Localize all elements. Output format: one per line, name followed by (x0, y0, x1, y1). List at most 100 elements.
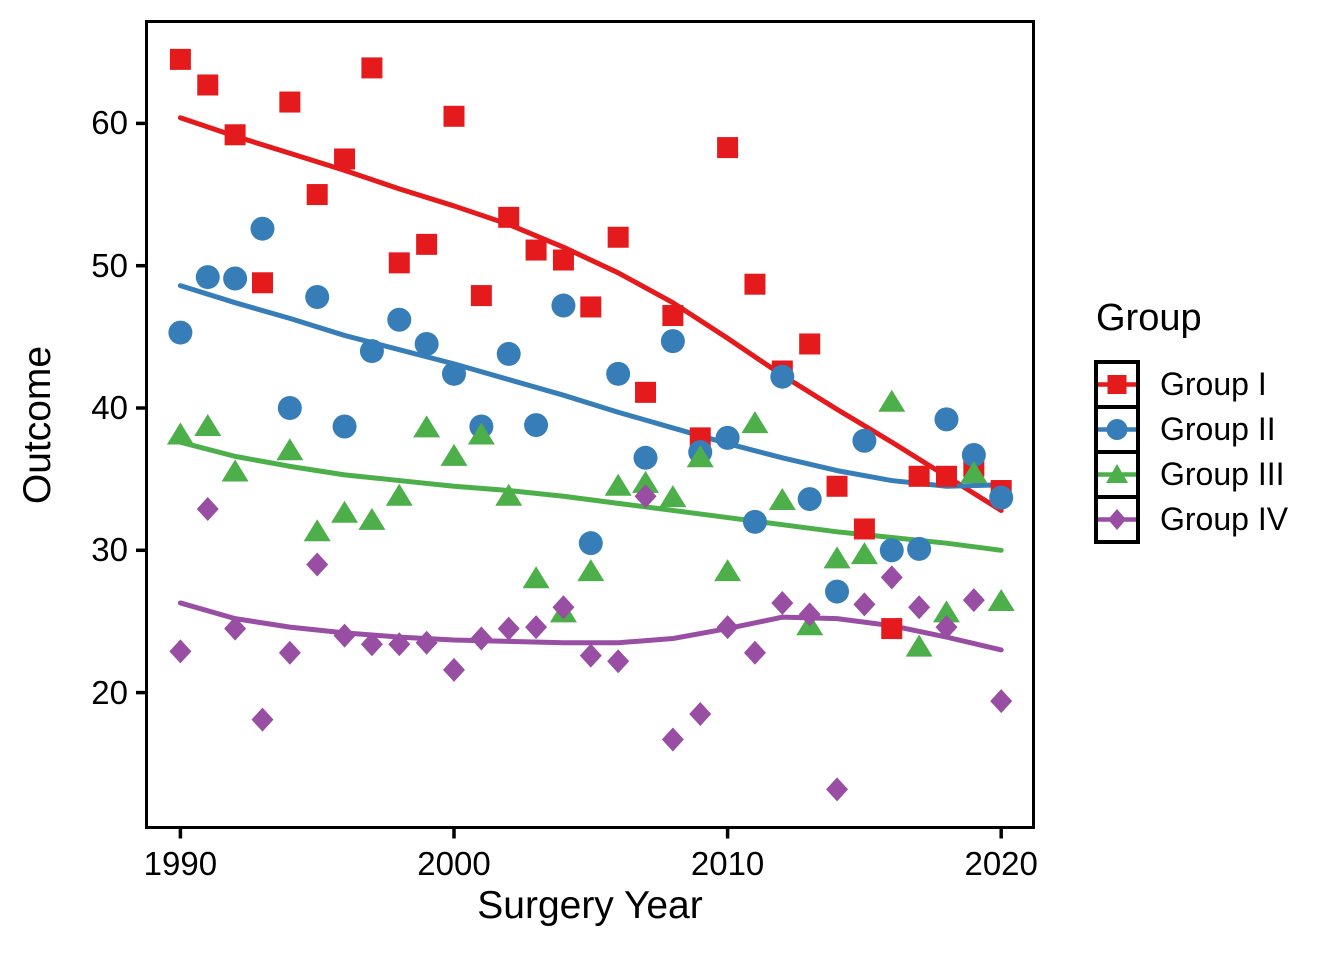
data-point-group-iii (577, 559, 605, 582)
data-point-group-ii (961, 442, 986, 467)
data-point-group-iv (743, 640, 766, 665)
data-point-group-iv (278, 640, 301, 665)
data-point-group-ii (578, 531, 603, 556)
data-point-group-i (224, 124, 246, 146)
data-point-group-i (525, 239, 547, 261)
legend-key-diamond-icon (1094, 495, 1140, 544)
data-point-group-iii (960, 460, 988, 483)
data-point-group-ii (168, 320, 193, 345)
data-point-group-i (826, 475, 848, 497)
y-tick-label-60: 60 (91, 104, 128, 142)
data-point-group-ii (442, 361, 466, 386)
x-tick-label-1990: 1990 (143, 845, 218, 882)
diamond-key-icon (1098, 509, 1136, 530)
data-point-group-ii (989, 485, 1014, 510)
data-point-group-iii (276, 438, 304, 461)
data-point-group-i (881, 618, 903, 640)
data-point-group-i (607, 226, 629, 248)
data-point-group-iv (990, 689, 1013, 714)
x-tick-label-2010: 2010 (690, 845, 765, 882)
data-point-group-ii (825, 579, 850, 604)
y-tick-label-50: 50 (91, 246, 128, 284)
data-point-group-ii (879, 538, 904, 563)
data-point-group-ii (332, 414, 357, 439)
data-point-group-ii (633, 445, 658, 470)
data-point-group-iv (716, 615, 739, 640)
data-point-group-ii (223, 266, 248, 291)
data-point-group-iii (495, 483, 523, 506)
legend-entry-group-iv: Group IV (1094, 495, 1288, 544)
data-point-group-iv (826, 777, 849, 802)
data-point-group-iv (880, 565, 903, 590)
data-point-group-ii (524, 413, 549, 438)
data-point-group-i (580, 296, 602, 318)
data-point-group-iii (987, 589, 1015, 612)
data-point-group-ii (770, 364, 795, 389)
data-point-group-i (388, 252, 410, 274)
data-point-group-i (662, 305, 684, 327)
data-point-group-iii (194, 413, 222, 436)
y-tick-label-40: 40 (91, 389, 128, 426)
data-point-group-i (279, 91, 301, 113)
data-point-group-i (197, 74, 219, 96)
data-point-group-i (334, 148, 356, 170)
circle-key-icon (1098, 419, 1136, 440)
data-point-group-iv (552, 595, 575, 620)
data-point-group-iv (689, 701, 712, 726)
data-point-group-i (470, 285, 492, 307)
data-point-group-ii (606, 361, 631, 386)
legend-key-marker (1108, 509, 1126, 530)
data-point-group-i (908, 465, 930, 487)
data-point-group-iii (522, 566, 550, 589)
data-point-group-i (416, 233, 438, 255)
data-point-group-iii (659, 485, 687, 508)
data-point-group-iv (497, 616, 520, 641)
data-point-group-ii (797, 487, 822, 512)
data-point-group-iii (331, 500, 359, 523)
data-point-group-i (744, 273, 766, 295)
triangle-key-icon (1098, 464, 1136, 483)
data-point-group-i (169, 48, 191, 70)
data-point-group-iv (333, 623, 356, 648)
panel-border (145, 20, 1035, 829)
legend-label: Group I (1160, 366, 1267, 402)
y-tick-label-30: 30 (91, 531, 128, 569)
data-point-group-i (717, 137, 739, 159)
data-point-group-i (251, 272, 273, 294)
data-point-group-i (361, 57, 383, 79)
data-point-group-iii (358, 507, 386, 530)
data-point-group-i (498, 206, 520, 228)
data-point-group-i (552, 249, 574, 271)
data-point-group-iv (443, 657, 465, 682)
data-point-group-iii (221, 459, 249, 482)
data-point-group-iv (935, 615, 958, 640)
data-point-group-iv (470, 626, 493, 651)
data-point-group-iii (632, 470, 660, 493)
data-point-group-i (799, 333, 821, 355)
data-point-group-iii (413, 415, 441, 438)
data-point-group-iii (905, 634, 933, 657)
data-point-group-iv (853, 592, 876, 617)
legend-key-square-icon (1094, 360, 1140, 409)
x-axis-title: Surgery Year (477, 884, 703, 927)
data-point-group-iii (878, 389, 906, 412)
data-point-group-ii (305, 285, 330, 310)
data-point-group-i (635, 381, 657, 403)
legend-entry-group-ii: Group II (1094, 405, 1288, 454)
data-point-group-iv (388, 632, 411, 657)
legend-key-marker (1106, 464, 1128, 483)
data-point-group-iv (196, 497, 219, 522)
data-point-group-i (443, 105, 465, 127)
data-point-group-iv (634, 484, 657, 509)
data-point-group-iii (932, 600, 960, 623)
legend-key-circle-icon (1094, 405, 1140, 454)
data-point-group-iv (360, 632, 383, 657)
data-point-group-iv (798, 602, 821, 627)
data-point-group-ii (387, 307, 412, 332)
data-point-group-ii (496, 341, 521, 366)
legend-key-marker (1106, 419, 1128, 440)
data-point-group-ii (277, 396, 302, 420)
data-point-group-iii (850, 542, 878, 565)
data-point-group-iv (771, 590, 794, 615)
smooth-line-group-i (177, 115, 1004, 513)
